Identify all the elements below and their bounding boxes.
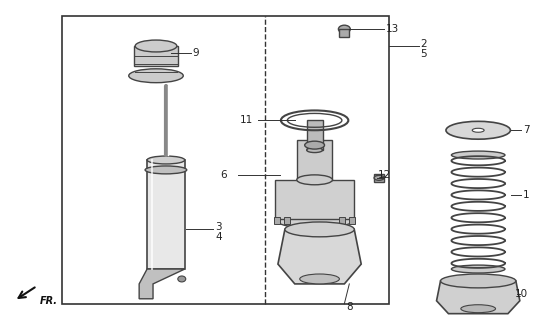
Text: FR.: FR. xyxy=(40,296,58,306)
Bar xyxy=(339,217,345,224)
Text: 6: 6 xyxy=(220,170,227,180)
Ellipse shape xyxy=(300,274,339,284)
Text: 13: 13 xyxy=(386,24,399,34)
Bar xyxy=(134,46,178,66)
Bar xyxy=(339,29,349,37)
Bar xyxy=(62,16,389,304)
Text: 4: 4 xyxy=(215,232,222,242)
Text: 2: 2 xyxy=(421,39,427,49)
Text: 5: 5 xyxy=(421,49,427,59)
Text: 10: 10 xyxy=(515,289,528,299)
Bar xyxy=(297,140,333,180)
Polygon shape xyxy=(139,269,184,299)
Bar xyxy=(349,217,355,224)
Text: 1: 1 xyxy=(523,190,530,200)
Ellipse shape xyxy=(275,211,354,228)
Ellipse shape xyxy=(307,148,322,153)
Ellipse shape xyxy=(147,156,184,164)
Polygon shape xyxy=(437,281,520,314)
Ellipse shape xyxy=(440,274,516,288)
Bar xyxy=(284,217,290,224)
Ellipse shape xyxy=(451,151,505,159)
Ellipse shape xyxy=(472,128,484,132)
Ellipse shape xyxy=(446,121,510,139)
Ellipse shape xyxy=(145,166,187,174)
Bar xyxy=(147,160,184,269)
Polygon shape xyxy=(278,229,361,284)
Text: 9: 9 xyxy=(193,48,199,58)
Text: 7: 7 xyxy=(523,125,530,135)
Ellipse shape xyxy=(305,141,325,149)
Text: 11: 11 xyxy=(240,115,254,125)
Ellipse shape xyxy=(339,25,351,33)
Bar xyxy=(274,217,280,224)
Ellipse shape xyxy=(178,276,186,282)
Bar xyxy=(307,120,322,150)
Bar xyxy=(374,174,384,182)
Ellipse shape xyxy=(135,40,177,52)
Bar xyxy=(275,180,354,220)
Ellipse shape xyxy=(129,69,183,83)
Ellipse shape xyxy=(374,175,384,180)
Ellipse shape xyxy=(285,222,354,237)
Text: 12: 12 xyxy=(378,170,391,180)
Ellipse shape xyxy=(297,175,333,185)
Text: 8: 8 xyxy=(346,302,353,312)
Ellipse shape xyxy=(461,305,496,313)
Ellipse shape xyxy=(451,265,505,273)
Text: 3: 3 xyxy=(215,222,222,232)
